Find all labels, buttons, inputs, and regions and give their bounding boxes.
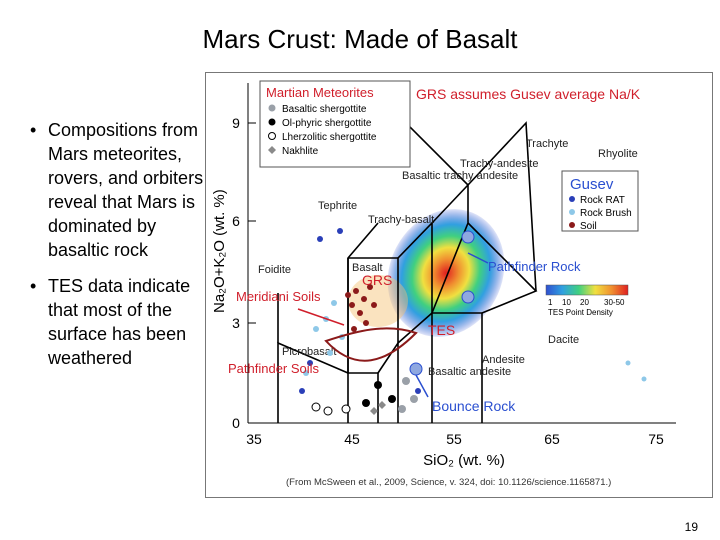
pathfinder-rock-marker [461,230,475,244]
density-scale-bar [545,284,629,296]
density-scale-tick: 10 [562,298,571,307]
field-basaltic-andesite: Basaltic andesite [428,366,511,378]
annotation-arrows [297,308,345,326]
density-scale-tick: 30-50 [604,298,625,307]
figure-citation: (From McSween et al., 2009, Science, v. … [286,477,611,488]
bullet-icon: • [30,120,37,140]
field-trachyte: Trachyte [526,138,568,150]
grs-label: GRS [362,272,392,288]
gusev-soil-points [345,284,377,332]
field-labels: Trachyte Rhyolite Trachy-andesite Basalt… [258,138,638,378]
density-scale-tick: 1 [548,298,553,307]
gusev-na-k-note: GRS assumes Gusev average Na/K [416,86,641,102]
x-tick-label: 35 [246,431,262,447]
legend-swatch [268,146,276,154]
bullet-list: • Compositions from Mars meteorites, rov… [30,118,210,382]
legend-label: Lherzolitic shergottite [282,132,377,143]
gusev-rock-rat-points [299,228,421,394]
legend-swatch [268,132,276,140]
legend-label: Rock RAT [580,195,625,206]
bounce-rock-marker [409,362,423,376]
x-tick-label: 65 [544,431,560,447]
y-axis-ticks: 9 6 3 0 [232,115,256,431]
bounce-rock-label: Bounce Rock [432,398,516,414]
meteorite-points [311,377,418,416]
legend-swatch [569,222,575,228]
density-scale-tick: 20 [580,298,589,307]
legend-box [561,170,639,232]
bullet-text: Compositions from Mars meteorites, rover… [48,120,204,260]
slide-title: Mars Crust: Made of Basalt [202,24,518,54]
field-picrobasalt: Picrobasalt [282,346,336,358]
tas-figure: 9 6 3 0 Na₂O+K₂O (wt. %) 35 45 55 65 75 … [205,72,713,498]
bullet-icon: • [30,276,37,296]
legend-label: Ol-phyric shergottite [282,118,372,129]
legend-title: Martian Meteorites [266,85,374,100]
grs-box [348,275,408,327]
x-tick-label: 45 [344,431,360,447]
legend-swatch [268,118,276,126]
legend-swatch [268,104,276,112]
legend-label: Nakhlite [282,146,319,157]
tes-outline [324,327,418,362]
page-number: 19 [684,520,698,534]
density-scale-label: TES Point Density [548,308,613,317]
legend-swatch [569,196,575,202]
y-axis-label: Na₂O+K₂O (wt. %) [211,189,228,313]
bullet-item: • TES data indicate that most of the sur… [30,274,210,370]
pathfinder-rock-label: Pathfinder Rock [488,259,581,274]
field-basaltic-trachyandesite: Basaltic trachy andesite [402,170,518,182]
bullet-text: TES data indicate that most of the surfa… [48,276,191,368]
tas-field-boundaries [277,121,538,423]
legend-label: Basaltic shergottite [282,104,367,115]
field-dacite: Dacite [548,334,579,346]
field-trachybasalt: Trachy-basalt [368,214,434,226]
pathfinder-rock-marker [461,290,475,304]
meridiani-soils-label: Meridiani Soils [236,289,321,304]
pathfinder-soils-label: Pathfinder Soils [228,361,320,376]
x-tick-label: 75 [648,431,664,447]
field-tephrite: Tephrite [318,200,357,212]
field-foidite: Foidite [258,264,291,276]
meteorites-legend: Martian Meteorites Basaltic shergottite … [259,80,411,168]
gusev-legend: Gusev Rock RAT Rock Brush Soil [561,170,639,232]
y-tick-label: 3 [232,315,240,331]
annotation-arrows-blue [415,252,489,398]
tes-label: TES [428,322,455,338]
field-trachyandesite: Trachy-andesite [460,158,538,170]
field-basalt: Basalt [352,262,383,274]
tes-density-cloud [387,209,505,337]
legend-title: Gusev [570,176,614,193]
field-rhyolite: Rhyolite [598,148,638,160]
tas-diagram: 9 6 3 0 Na₂O+K₂O (wt. %) 35 45 55 65 75 … [211,80,676,488]
y-tick-label: 9 [232,115,240,131]
x-axis-label: SiO₂ (wt. %) [423,452,505,469]
legend-box [259,80,411,168]
y-tick-label: 0 [232,415,240,431]
field-andesite: Andesite [482,354,525,366]
y-tick-label: 6 [232,213,240,229]
legend-label: Rock Brush [580,208,632,219]
legend-swatch [569,209,575,215]
density-scale: 1 10 20 30-50 TES Point Density [545,284,629,317]
x-tick-label: 55 [446,431,462,447]
bullet-item: • Compositions from Mars meteorites, rov… [30,118,210,262]
legend-label: Soil [580,221,597,232]
x-axis-ticks: 35 45 55 65 75 [246,431,664,447]
